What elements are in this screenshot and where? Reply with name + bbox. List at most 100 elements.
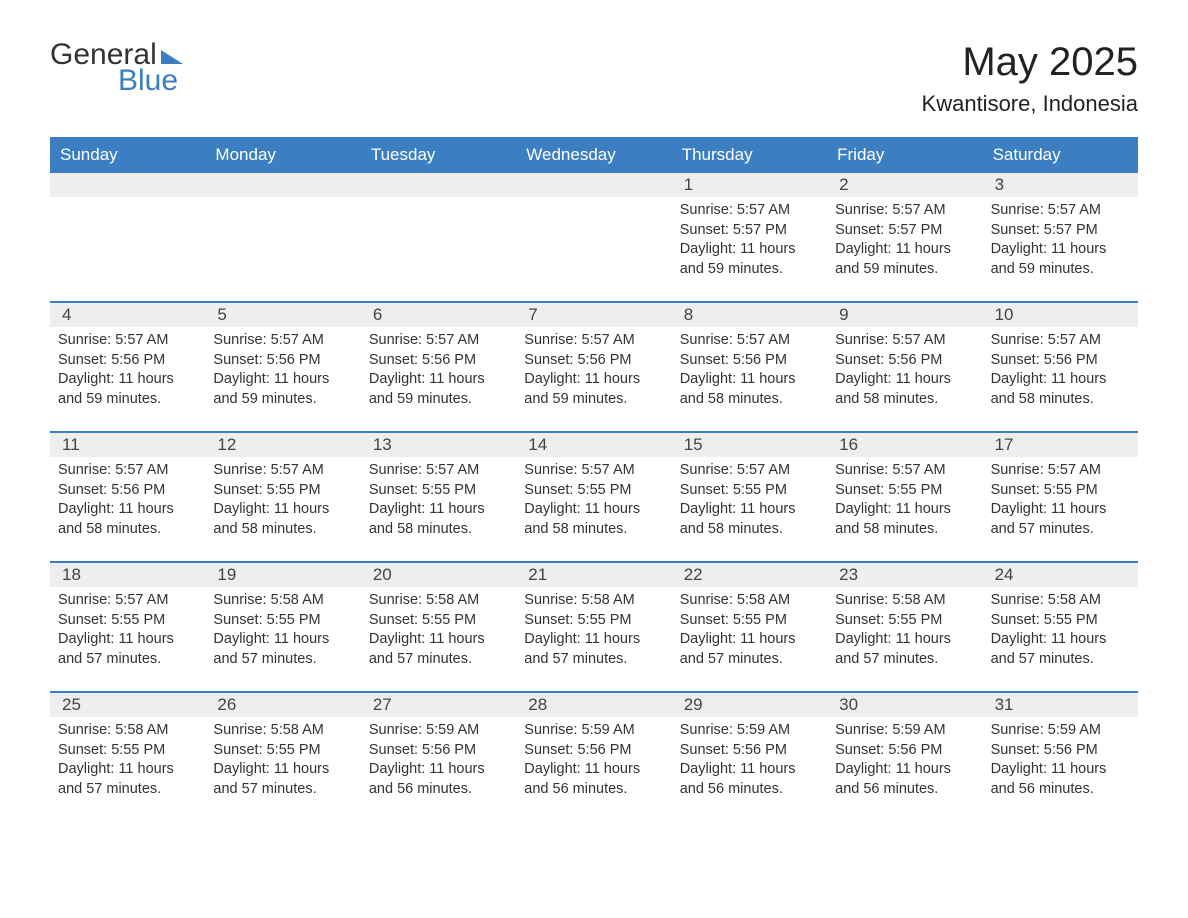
daylight-text: Daylight: 11 hours and 57 minutes. bbox=[213, 630, 352, 669]
location-label: Kwantisore, Indonesia bbox=[922, 91, 1138, 117]
day-number-row: 15 bbox=[672, 433, 827, 457]
week-row: 11Sunrise: 5:57 AMSunset: 5:56 PMDayligh… bbox=[50, 431, 1138, 561]
day-body: Sunrise: 5:57 AMSunset: 5:55 PMDaylight:… bbox=[680, 461, 819, 539]
day-number-row: 26 bbox=[205, 693, 360, 717]
day-number: 21 bbox=[520, 565, 547, 584]
day-number: 5 bbox=[209, 305, 226, 324]
day-number: 31 bbox=[987, 695, 1014, 714]
sunrise-text: Sunrise: 5:59 AM bbox=[835, 721, 974, 741]
calendar: SundayMondayTuesdayWednesdayThursdayFrid… bbox=[50, 137, 1138, 821]
daylight-text: Daylight: 11 hours and 58 minutes. bbox=[680, 370, 819, 409]
sunset-text: Sunset: 5:56 PM bbox=[835, 351, 974, 371]
sunset-text: Sunset: 5:57 PM bbox=[835, 221, 974, 241]
logo: General Blue bbox=[50, 40, 183, 96]
day-of-week-header: SundayMondayTuesdayWednesdayThursdayFrid… bbox=[50, 137, 1138, 173]
day-cell: 10 Sunrise: 5:57 AMSunset: 5:56 PMDayligh… bbox=[983, 303, 1138, 431]
daylight-text: Daylight: 11 hours and 58 minutes. bbox=[58, 500, 197, 539]
day-cell: 27Sunrise: 5:59 AMSunset: 5:56 PMDayligh… bbox=[361, 693, 516, 821]
day-cell: 30Sunrise: 5:59 AMSunset: 5:56 PMDayligh… bbox=[827, 693, 982, 821]
day-number: 2 bbox=[831, 175, 848, 194]
day-body: Sunrise: 5:58 AMSunset: 5:55 PMDaylight:… bbox=[369, 591, 508, 669]
day-cell: 23 Sunrise: 5:58 AMSunset: 5:55 PMDayligh… bbox=[827, 563, 982, 691]
day-number: 24 bbox=[987, 565, 1014, 584]
daylight-text: Daylight: 11 hours and 56 minutes. bbox=[524, 760, 663, 799]
sunset-text: Sunset: 5:56 PM bbox=[835, 741, 974, 761]
sunrise-text: Sunrise: 5:58 AM bbox=[213, 721, 352, 741]
daylight-text: Daylight: 11 hours and 59 minutes. bbox=[369, 370, 508, 409]
sunset-text: Sunset: 5:55 PM bbox=[991, 481, 1130, 501]
day-cell bbox=[516, 173, 671, 301]
sunset-text: Sunset: 5:55 PM bbox=[991, 611, 1130, 631]
sunset-text: Sunset: 5:56 PM bbox=[991, 351, 1130, 371]
sunrise-text: Sunrise: 5:57 AM bbox=[213, 331, 352, 351]
daylight-text: Daylight: 11 hours and 57 minutes. bbox=[213, 760, 352, 799]
day-number: 27 bbox=[365, 695, 392, 714]
day-number-row: 3 bbox=[983, 173, 1138, 197]
day-body: Sunrise: 5:57 AMSunset: 5:56 PMDaylight:… bbox=[835, 331, 974, 409]
day-body: Sunrise: 5:59 AMSunset: 5:56 PMDaylight:… bbox=[991, 721, 1130, 799]
day-body: Sunrise: 5:59 AMSunset: 5:56 PMDaylight:… bbox=[680, 721, 819, 799]
dow-cell: Monday bbox=[205, 137, 360, 173]
dow-cell: Thursday bbox=[672, 137, 827, 173]
sunset-text: Sunset: 5:55 PM bbox=[369, 481, 508, 501]
day-number-row: 16 bbox=[827, 433, 982, 457]
day-number: 19 bbox=[209, 565, 236, 584]
daylight-text: Daylight: 11 hours and 59 minutes. bbox=[58, 370, 197, 409]
day-body: Sunrise: 5:57 AMSunset: 5:56 PMDaylight:… bbox=[991, 331, 1130, 409]
day-cell: 5 Sunrise: 5:57 AMSunset: 5:56 PMDaylight… bbox=[205, 303, 360, 431]
day-cell: 14Sunrise: 5:57 AMSunset: 5:55 PMDayligh… bbox=[516, 433, 671, 561]
day-cell: 1Sunrise: 5:57 AMSunset: 5:57 PMDaylight… bbox=[672, 173, 827, 301]
day-cell: 17Sunrise: 5:57 AMSunset: 5:55 PMDayligh… bbox=[983, 433, 1138, 561]
day-number-row: 25 bbox=[50, 693, 205, 717]
sunrise-text: Sunrise: 5:58 AM bbox=[58, 721, 197, 741]
day-number-row bbox=[516, 173, 671, 197]
daylight-text: Daylight: 11 hours and 59 minutes. bbox=[991, 240, 1130, 279]
day-number-row: 29 bbox=[672, 693, 827, 717]
day-number: 23 bbox=[831, 565, 858, 584]
day-cell: 9 Sunrise: 5:57 AMSunset: 5:56 PMDaylight… bbox=[827, 303, 982, 431]
sunrise-text: Sunrise: 5:59 AM bbox=[991, 721, 1130, 741]
day-number: 20 bbox=[365, 565, 392, 584]
day-body: Sunrise: 5:57 AMSunset: 5:57 PMDaylight:… bbox=[680, 201, 819, 279]
week-row: 18Sunrise: 5:57 AMSunset: 5:55 PMDayligh… bbox=[50, 561, 1138, 691]
day-body: Sunrise: 5:57 AMSunset: 5:55 PMDaylight:… bbox=[213, 461, 352, 539]
sunrise-text: Sunrise: 5:57 AM bbox=[680, 461, 819, 481]
day-cell: 28Sunrise: 5:59 AMSunset: 5:56 PMDayligh… bbox=[516, 693, 671, 821]
day-cell: 19Sunrise: 5:58 AMSunset: 5:55 PMDayligh… bbox=[205, 563, 360, 691]
daylight-text: Daylight: 11 hours and 57 minutes. bbox=[524, 630, 663, 669]
day-body: Sunrise: 5:58 AMSunset: 5:55 PMDaylight:… bbox=[835, 591, 974, 669]
day-cell: 3Sunrise: 5:57 AMSunset: 5:57 PMDaylight… bbox=[983, 173, 1138, 301]
day-number: 16 bbox=[831, 435, 858, 454]
day-number: 11 bbox=[54, 435, 80, 454]
day-cell: 24Sunrise: 5:58 AMSunset: 5:55 PMDayligh… bbox=[983, 563, 1138, 691]
sunset-text: Sunset: 5:55 PM bbox=[835, 481, 974, 501]
daylight-text: Daylight: 11 hours and 58 minutes. bbox=[680, 500, 819, 539]
daylight-text: Daylight: 11 hours and 59 minutes. bbox=[835, 240, 974, 279]
sunrise-text: Sunrise: 5:58 AM bbox=[213, 591, 352, 611]
day-number-row: 18 bbox=[50, 563, 205, 587]
daylight-text: Daylight: 11 hours and 57 minutes. bbox=[835, 630, 974, 669]
day-number: 8 bbox=[676, 305, 693, 324]
daylight-text: Daylight: 11 hours and 57 minutes. bbox=[680, 630, 819, 669]
day-number-row bbox=[50, 173, 205, 197]
sunrise-text: Sunrise: 5:57 AM bbox=[835, 201, 974, 221]
day-body: Sunrise: 5:57 AMSunset: 5:56 PMDaylight:… bbox=[213, 331, 352, 409]
sunrise-text: Sunrise: 5:57 AM bbox=[213, 461, 352, 481]
sunset-text: Sunset: 5:56 PM bbox=[524, 741, 663, 761]
day-number-row: 30 bbox=[827, 693, 982, 717]
day-number-row: 6 bbox=[361, 303, 516, 327]
daylight-text: Daylight: 11 hours and 58 minutes. bbox=[991, 370, 1130, 409]
sunrise-text: Sunrise: 5:58 AM bbox=[369, 591, 508, 611]
title-block: May 2025 Kwantisore, Indonesia bbox=[922, 40, 1138, 117]
day-number-row: 10 bbox=[983, 303, 1138, 327]
day-cell: 21Sunrise: 5:58 AMSunset: 5:55 PMDayligh… bbox=[516, 563, 671, 691]
day-number-row: 5 bbox=[205, 303, 360, 327]
daylight-text: Daylight: 11 hours and 57 minutes. bbox=[58, 760, 197, 799]
day-number-row: 2 bbox=[827, 173, 982, 197]
day-number: 9 bbox=[831, 305, 848, 324]
sunrise-text: Sunrise: 5:57 AM bbox=[991, 331, 1130, 351]
day-cell bbox=[205, 173, 360, 301]
day-number-row: 19 bbox=[205, 563, 360, 587]
daylight-text: Daylight: 11 hours and 59 minutes. bbox=[213, 370, 352, 409]
day-number-row: 22 bbox=[672, 563, 827, 587]
